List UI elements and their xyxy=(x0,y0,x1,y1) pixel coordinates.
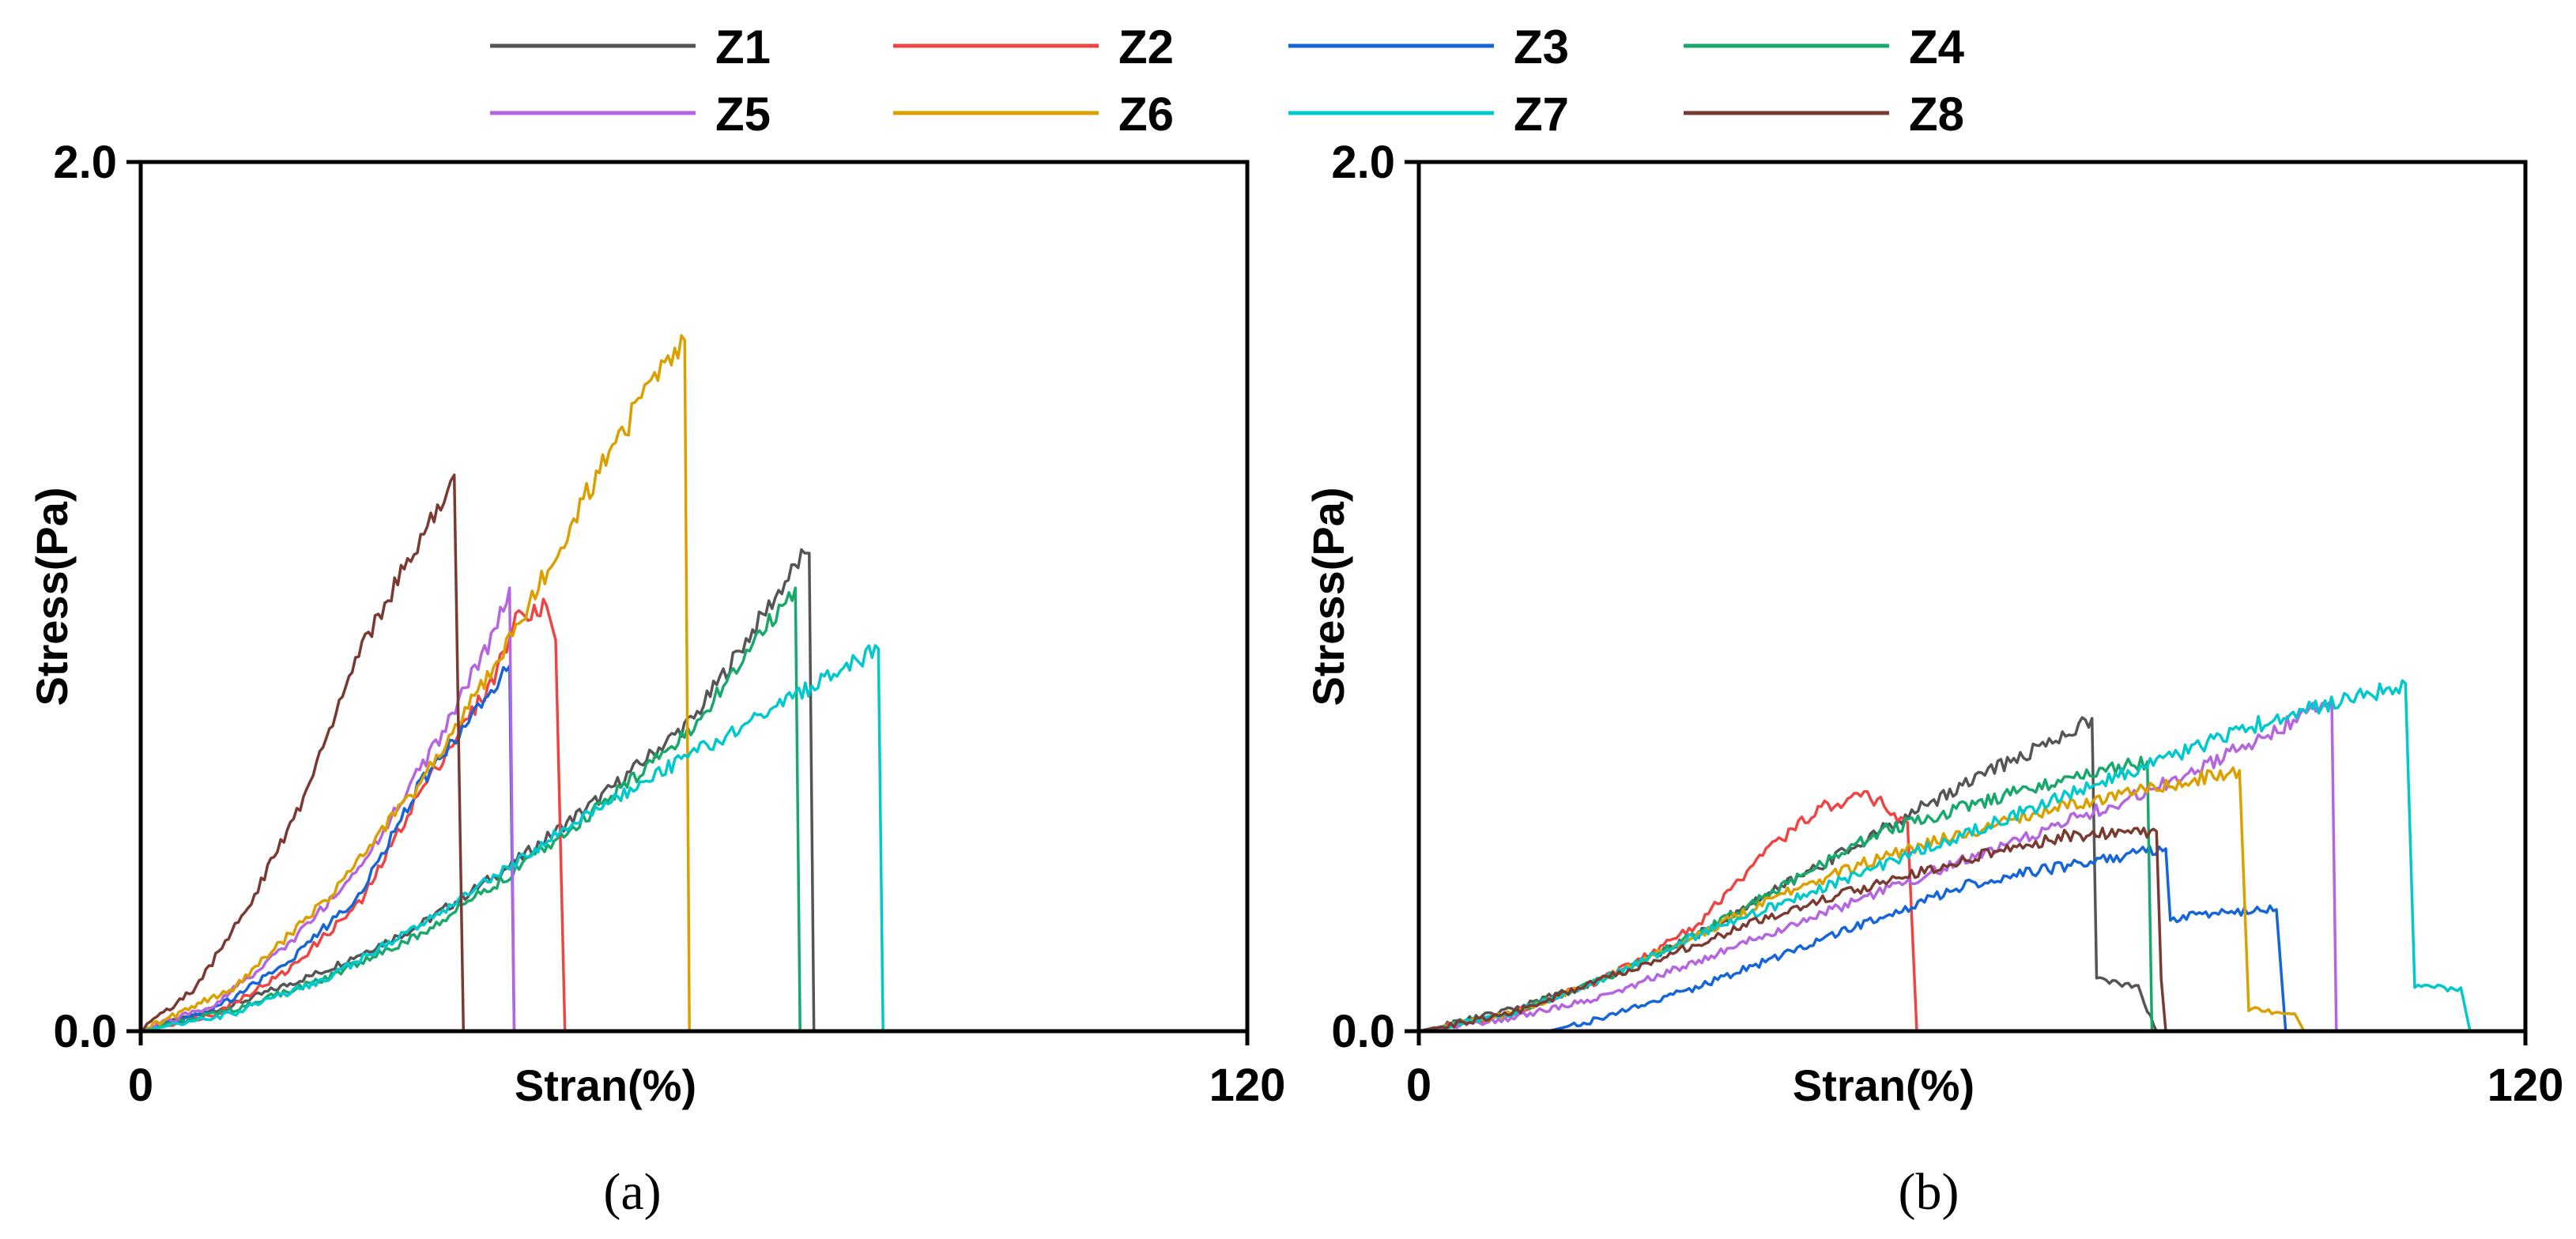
panel-label: (b) xyxy=(1899,1163,1959,1221)
series-line-z1 xyxy=(1418,716,2158,1033)
legend: Z1 Z2 Z3 Z4 Z5 Z6 Z7 Z8 xyxy=(490,21,1965,141)
legend-label-z5: Z5 xyxy=(715,88,771,141)
y-axis-title: Stress(Pa) xyxy=(27,487,77,706)
y-tick-label-min: 0.0 xyxy=(53,1006,117,1057)
y-tick-label-min: 0.0 xyxy=(1331,1006,1395,1057)
legend-label-z8: Z8 xyxy=(1909,88,1964,141)
series-line-z7 xyxy=(1418,679,2472,1033)
series-line-z8 xyxy=(139,473,466,1033)
series-line-z2 xyxy=(140,597,567,1033)
series-line-z1 xyxy=(140,548,816,1033)
series-line-z4 xyxy=(140,586,801,1033)
legend-label-z4: Z4 xyxy=(1909,21,1965,73)
series-line-z5 xyxy=(1418,699,2338,1033)
legend-label-z7: Z7 xyxy=(1514,88,1569,141)
x-tick-label-max: 120 xyxy=(2487,1060,2564,1111)
series-line-z8 xyxy=(1418,827,2167,1033)
x-axis-title: Stran(%) xyxy=(1793,1060,1974,1110)
y-tick-label-max: 2.0 xyxy=(53,137,117,188)
y-tick-label-max: 2.0 xyxy=(1331,137,1395,188)
y-axis-title: Stress(Pa) xyxy=(1303,487,1353,706)
series-line-z7 xyxy=(140,644,884,1033)
panel-label: (a) xyxy=(603,1163,661,1221)
x-tick-label-min: 0 xyxy=(128,1060,153,1111)
legend-label-z6: Z6 xyxy=(1118,88,1174,141)
series-line-z5 xyxy=(140,586,516,1033)
legend-label-z1: Z1 xyxy=(715,21,771,73)
series-line-z3 xyxy=(1419,844,2287,1033)
plot-frame xyxy=(138,160,1250,1034)
x-tick-label-min: 0 xyxy=(1406,1060,1431,1111)
legend-label-z3: Z3 xyxy=(1514,21,1569,73)
x-axis-title: Stran(%) xyxy=(515,1060,696,1110)
x-tick-label-max: 120 xyxy=(1209,1060,1286,1111)
series-line-z6 xyxy=(140,333,691,1033)
panel-b: 2.0 0.00 120 Stran(%) Stress(Pa) (b) xyxy=(1303,137,2563,1221)
legend-label-z2: Z2 xyxy=(1118,21,1174,73)
plot-frame xyxy=(1416,160,2528,1034)
panel-a: 2.0 0.00 120 Stran(%) Stress(Pa) (a) xyxy=(27,137,1285,1221)
